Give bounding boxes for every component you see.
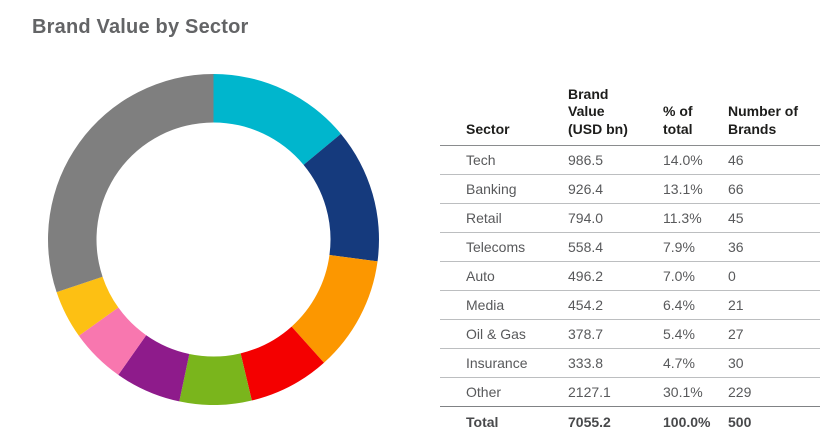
- cell-pct: 14.0%: [663, 152, 703, 168]
- table-row: Telecoms 558.4 7.9% 36: [440, 233, 820, 262]
- total-value: 7055.2: [568, 414, 611, 430]
- cell-brands: 66: [728, 181, 744, 197]
- cell-brand-value: 926.4: [568, 181, 604, 197]
- column-header-sector: Sector: [466, 120, 510, 137]
- cell-pct: 7.0%: [663, 268, 695, 284]
- cell-pct: 4.7%: [663, 355, 695, 371]
- column-header-pct: % of total: [663, 103, 693, 137]
- cell-brand-value: 986.5: [568, 152, 604, 168]
- table-total-row: Total 7055.2 100.0% 500: [440, 407, 820, 437]
- cell-brands: 229: [728, 384, 752, 400]
- table-row: Media 454.2 6.4% 21: [440, 291, 820, 320]
- sector-color-dot-cell: [440, 181, 466, 197]
- cell-brands: 30: [728, 355, 744, 371]
- cell-sector: Insurance: [466, 355, 528, 371]
- table-row: Retail 794.0 11.3% 45: [440, 204, 820, 233]
- cell-brand-value: 558.4: [568, 239, 604, 255]
- cell-sector: Banking: [466, 181, 517, 197]
- donut-segment-banking: [303, 133, 379, 262]
- cell-brand-value: 378.7: [568, 326, 604, 342]
- cell-brands: 21: [728, 297, 744, 313]
- page-title: Brand Value by Sector: [32, 16, 249, 38]
- donut-segment-other: [48, 74, 214, 293]
- table-body: Tech 986.5 14.0% 46 Banking 926.4 13.1% …: [440, 146, 820, 407]
- table-row: Insurance 333.8 4.7% 30: [440, 349, 820, 378]
- cell-brand-value: 333.8: [568, 355, 604, 371]
- total-label: Total: [466, 414, 499, 430]
- sector-color-dot-cell: [440, 355, 466, 371]
- sector-color-dot-cell: [440, 268, 466, 284]
- donut-chart: [48, 74, 379, 405]
- donut-chart-container: [48, 74, 379, 405]
- sector-color-dot-cell: [440, 210, 466, 226]
- cell-brands: 45: [728, 210, 744, 226]
- total-pct: 100.0%: [663, 414, 711, 430]
- table-row: Other 2127.1 30.1% 229: [440, 378, 820, 407]
- cell-sector: Other: [466, 384, 502, 400]
- sector-color-dot-cell: [440, 152, 466, 168]
- sector-color-dot-cell: [440, 384, 466, 400]
- column-header-brands: Number of Brands: [728, 103, 798, 137]
- cell-pct: 5.4%: [663, 326, 695, 342]
- total-brands: 500: [728, 414, 752, 430]
- donut-segment-tech: [213, 74, 341, 165]
- cell-brand-value: 2127.1: [568, 384, 611, 400]
- cell-sector: Retail: [466, 210, 502, 226]
- table-row: Tech 986.5 14.0% 46: [440, 146, 820, 175]
- donut-segment-media: [118, 335, 190, 402]
- donut-segment-oil-gas: [78, 307, 147, 375]
- donut-segment-telecoms: [240, 326, 324, 401]
- cell-brand-value: 496.2: [568, 268, 604, 284]
- cell-brands: 46: [728, 152, 744, 168]
- sector-color-dot-cell: [440, 239, 466, 255]
- cell-pct: 30.1%: [663, 384, 703, 400]
- cell-pct: 6.4%: [663, 297, 695, 313]
- table-row: Oil & Gas 378.7 5.4% 27: [440, 320, 820, 349]
- donut-segment-retail: [291, 254, 378, 363]
- cell-brands: 0: [728, 268, 736, 284]
- cell-sector: Auto: [466, 268, 495, 284]
- cell-sector: Telecoms: [466, 239, 526, 255]
- cell-pct: 7.9%: [663, 239, 695, 255]
- sector-table: Sector Brand Value (USD bn) % of total N…: [440, 64, 820, 437]
- table-header-row: Sector Brand Value (USD bn) % of total N…: [440, 64, 820, 146]
- sector-color-dot-cell: [440, 326, 466, 342]
- cell-pct: 11.3%: [663, 210, 702, 226]
- donut-segment-auto: [179, 353, 252, 405]
- sector-color-dot-cell: [440, 297, 466, 313]
- cell-brand-value: 794.0: [568, 210, 604, 226]
- cell-sector: Oil & Gas: [466, 326, 526, 342]
- column-header-brand-value: Brand Value (USD bn): [568, 85, 628, 137]
- cell-brands: 36: [728, 239, 744, 255]
- table-row: Auto 496.2 7.0% 0: [440, 262, 820, 291]
- cell-sector: Media: [466, 297, 505, 313]
- cell-pct: 13.1%: [663, 181, 703, 197]
- table-row: Banking 926.4 13.1% 66: [440, 175, 820, 204]
- cell-brand-value: 454.2: [568, 297, 604, 313]
- cell-sector: Tech: [466, 152, 496, 168]
- donut-segment-insurance: [56, 276, 119, 336]
- cell-brands: 27: [728, 326, 744, 342]
